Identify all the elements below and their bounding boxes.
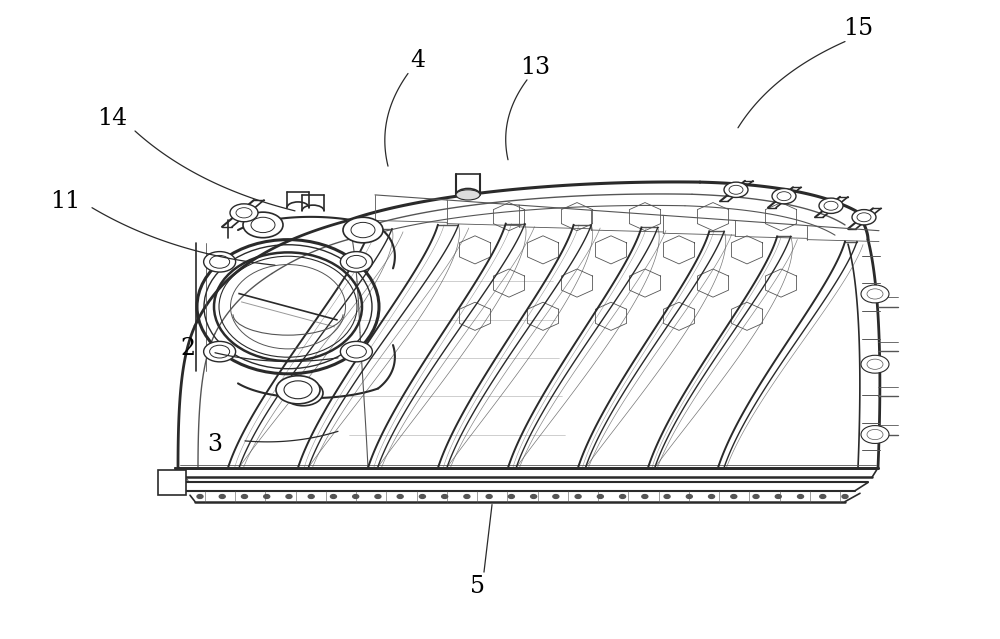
Circle shape: [553, 495, 559, 498]
Circle shape: [197, 495, 203, 498]
Circle shape: [664, 495, 670, 498]
Circle shape: [842, 495, 848, 498]
Circle shape: [243, 212, 283, 238]
Circle shape: [597, 495, 603, 498]
Ellipse shape: [456, 190, 480, 200]
Circle shape: [709, 495, 715, 498]
Circle shape: [686, 495, 692, 498]
Circle shape: [230, 204, 258, 222]
Circle shape: [219, 495, 225, 498]
Circle shape: [353, 495, 359, 498]
Text: 3: 3: [208, 433, 222, 456]
Circle shape: [340, 341, 372, 362]
Circle shape: [375, 495, 381, 498]
Circle shape: [772, 189, 796, 204]
Circle shape: [508, 495, 514, 498]
Circle shape: [330, 495, 336, 498]
Circle shape: [861, 355, 889, 373]
Circle shape: [861, 285, 889, 303]
Circle shape: [731, 495, 737, 498]
Circle shape: [308, 495, 314, 498]
Circle shape: [464, 495, 470, 498]
Text: 15: 15: [843, 17, 873, 40]
Circle shape: [286, 495, 292, 498]
Text: 14: 14: [97, 107, 127, 130]
Circle shape: [531, 495, 537, 498]
Text: 5: 5: [471, 575, 486, 598]
Circle shape: [442, 495, 448, 498]
Text: 11: 11: [50, 190, 80, 213]
Circle shape: [819, 198, 843, 213]
Circle shape: [283, 380, 323, 406]
Circle shape: [397, 495, 403, 498]
Circle shape: [340, 252, 372, 272]
Circle shape: [575, 495, 581, 498]
Circle shape: [775, 495, 781, 498]
Circle shape: [642, 495, 648, 498]
Text: 13: 13: [520, 56, 550, 79]
Circle shape: [852, 210, 876, 225]
Circle shape: [419, 495, 425, 498]
Circle shape: [276, 376, 320, 404]
Circle shape: [798, 495, 804, 498]
Circle shape: [204, 252, 236, 272]
Circle shape: [820, 495, 826, 498]
Circle shape: [753, 495, 759, 498]
Circle shape: [486, 495, 492, 498]
Bar: [158, 470, 186, 495]
Circle shape: [724, 182, 748, 197]
Circle shape: [620, 495, 626, 498]
Circle shape: [861, 426, 889, 443]
Circle shape: [264, 495, 270, 498]
Text: 2: 2: [180, 337, 196, 360]
Circle shape: [241, 495, 247, 498]
Text: 4: 4: [410, 49, 426, 72]
Circle shape: [204, 341, 236, 362]
Circle shape: [343, 217, 383, 243]
